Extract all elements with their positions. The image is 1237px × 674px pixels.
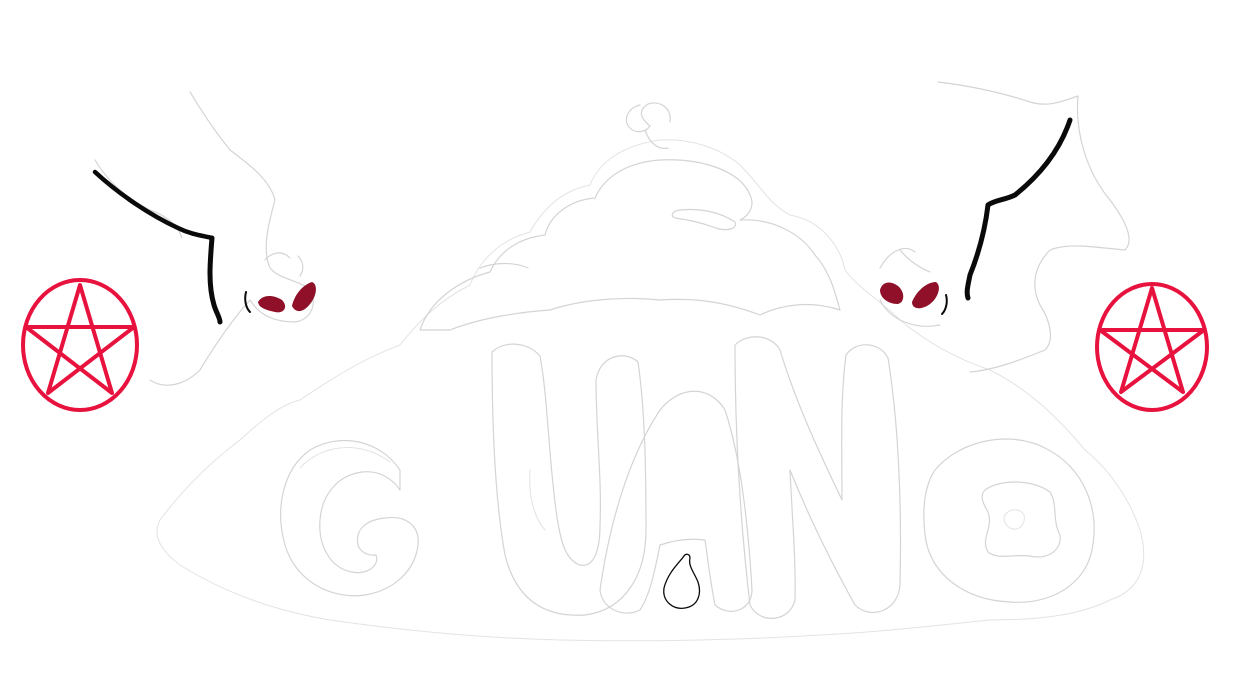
left-bat [92,91,316,386]
left-bat-eye-left [258,296,286,313]
left-bat-wing-ink [92,169,215,241]
letter-a [599,390,753,614]
letter-g [280,439,419,597]
right-bat-eye-left [880,282,904,304]
letter-n [734,336,902,619]
letter-a-counter [663,553,701,609]
right-pentagram-icon [1095,282,1209,412]
letter-o [923,438,1095,603]
letter-o-counter [981,481,1061,558]
left-bat-eye-right [292,282,316,312]
right-bat [879,81,1130,373]
wordmark-letters [280,336,1095,619]
cloud-shape [419,102,841,331]
left-pentagram-icon [21,278,139,412]
outer-silhouette [156,139,1145,642]
right-bat-eye-right [912,282,939,309]
right-bat-wing-ink [985,117,1073,208]
letter-u [491,343,647,616]
